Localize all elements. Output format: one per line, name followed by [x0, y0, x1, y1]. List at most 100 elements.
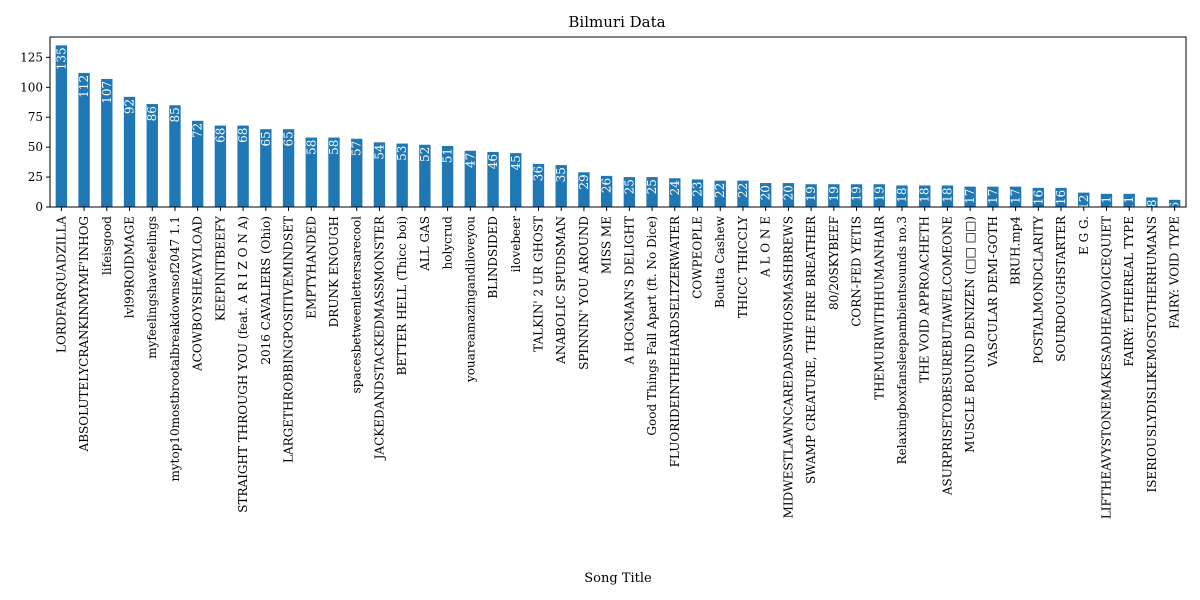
x-tick-label: THICC THICCLY: [736, 215, 750, 318]
bar: [373, 142, 386, 207]
data-label: 85: [168, 107, 182, 122]
x-tick-label: BETTER HELL (Thicc boi): [395, 216, 409, 375]
data-label: 22: [713, 183, 727, 198]
bar: [305, 137, 317, 207]
bar: [214, 125, 227, 207]
x-tick-label: mytop10mostbrootalbreakdownsof2047 1.1: [168, 216, 182, 482]
bar: [101, 78, 113, 208]
x-tick-label: SWAMP CREATURE, THE FIRE BREATHER: [804, 215, 818, 484]
y-tick-label: 25: [28, 170, 43, 184]
bar: [578, 172, 590, 207]
x-tick-label: KEEPINITBEEFY: [213, 215, 227, 321]
x-tick-label: ISERIOUSLYDISLIKEMOSTOTHERHUMANS: [1145, 216, 1159, 493]
x-tick-label: SPINNIN' YOU AROUND: [577, 216, 591, 370]
bar: [714, 180, 726, 207]
data-label: 6: [1168, 202, 1182, 210]
bar: [1078, 192, 1090, 207]
x-tick-label: LIFTHEAVYSTONEMAKESADHEADVOICEQUIET: [1099, 216, 1113, 519]
bar: [328, 137, 340, 207]
data-label: 19: [827, 186, 841, 201]
data-label: 18: [895, 187, 909, 202]
x-tick-label: FLUORIDEINTHEHARDSELTZERWATER: [668, 215, 682, 467]
bar: [691, 179, 704, 207]
bar: [873, 184, 885, 207]
data-label: 45: [509, 155, 523, 170]
data-label: 25: [622, 179, 636, 194]
data-label: 17: [963, 189, 977, 204]
x-axis-label: Song Title: [584, 571, 652, 586]
x-tick-label: JACKEDANDSTACKEDMASSMONSTER: [372, 215, 386, 461]
data-label: 29: [577, 174, 591, 189]
plot-frame: [49, 36, 1187, 208]
x-tick-label: VASCULAR DEMI-GOTH: [986, 216, 1000, 368]
x-tick-label: MISS ME: [600, 216, 614, 274]
bar: [646, 177, 658, 207]
x-tick-label: LORDFARQUADZILLA: [54, 216, 68, 353]
x-tick-label: lvl99ROIDMAGE: [123, 216, 137, 318]
data-label: 22: [736, 183, 750, 198]
bar: [669, 178, 681, 207]
bar: [782, 183, 795, 207]
bar: [396, 143, 408, 207]
data-label: 19: [872, 186, 886, 201]
x-tick-label: Relaxingboxfansleepambientsounds no.3: [895, 216, 909, 464]
bar: [896, 185, 908, 207]
x-tick-label: TALKIN' 2 UR GHOST: [531, 216, 545, 352]
x-tick-label: Boutta Cashew: [713, 215, 727, 308]
x-tick-label: LARGETHROBBINGPOSITIVEMINDSET: [282, 216, 296, 463]
data-label: 17: [1009, 189, 1023, 204]
bar: [123, 96, 136, 207]
x-tick-label: STRAIGHT THROUGH YOU (feat. A R I Z O N …: [236, 216, 250, 513]
x-axis: LORDFARQUADZILLA ABSOLUTELYCRANKINMYMF'IN…: [54, 207, 1182, 519]
data-label: 24: [668, 180, 682, 196]
bar: [55, 45, 68, 208]
bar: [1032, 187, 1044, 207]
data-label: 12: [1077, 195, 1091, 210]
x-tick-label: A L O N E: [759, 216, 773, 278]
data-label: 57: [350, 141, 364, 156]
x-tick-label: MIDWESTLAWNCAREDADSWHOSMASHBREWS: [781, 216, 795, 518]
bar: [78, 72, 90, 207]
data-label: 112: [77, 75, 91, 98]
x-tick-label: COWPEOPLE: [691, 216, 705, 299]
x-tick-label: ASURPRISETOBESUREBUTAWELCOMEONE: [940, 216, 954, 496]
data-label: 23: [691, 181, 705, 196]
x-tick-label: POSTALMONDCLARITY: [1031, 215, 1045, 364]
y-tick-label: 125: [20, 50, 43, 64]
bar: [919, 185, 931, 207]
x-tick-label: Good Things Fall Apart (ft. No Dice): [645, 216, 659, 436]
bar: [510, 153, 522, 207]
data-label: 20: [759, 185, 773, 200]
x-tick-label: 80/20SKYBEEF: [827, 216, 841, 310]
bar: [1055, 187, 1067, 207]
x-tick-label: ALL GAS: [418, 216, 432, 272]
data-label: 65: [282, 131, 296, 146]
data-label: 52: [418, 147, 432, 162]
x-tick-label: DRUNK ENOUGH: [327, 216, 341, 327]
x-tick-label: ACOWBOYSHEAVYLOAD: [191, 216, 205, 372]
x-tick-label: myfeelingshavefeelings: [145, 216, 159, 359]
bar: [464, 150, 476, 207]
bar: [760, 183, 772, 207]
bar: [351, 138, 363, 207]
bar: [850, 184, 863, 207]
data-label: 25: [645, 179, 659, 194]
y-tick-label: 100: [20, 80, 43, 94]
data-label: 18: [918, 187, 932, 202]
bar: [1100, 193, 1113, 207]
x-tick-label: A HOGMAN'S DELIGHT: [622, 216, 636, 365]
bar: [169, 105, 181, 207]
data-label: 68: [236, 128, 250, 143]
bar: [487, 151, 499, 207]
x-tick-label: youareamazingandiloveyou: [463, 216, 477, 383]
data-label: 54: [372, 144, 386, 160]
y-tick-label: 50: [28, 140, 43, 154]
y-tick-label: 0: [35, 200, 43, 214]
data-label: 36: [531, 166, 545, 181]
data-label: 17: [986, 189, 1000, 204]
bar: [146, 104, 158, 207]
x-tick-label: lifeisgood: [100, 216, 114, 275]
x-tick-label: FAIRY: VOID TYPE: [1168, 216, 1182, 329]
bar: [419, 144, 431, 207]
